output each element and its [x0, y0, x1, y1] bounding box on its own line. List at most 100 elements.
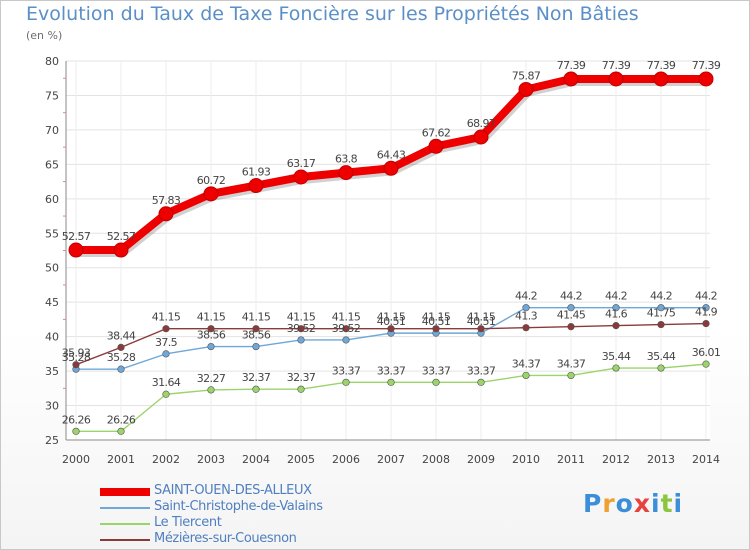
- data-label: 39.52: [332, 322, 361, 335]
- x-tick-label: 2003: [197, 453, 225, 466]
- data-label: 32.37: [287, 371, 316, 384]
- data-point: [207, 386, 215, 394]
- data-point: [252, 385, 260, 393]
- data-point: [608, 71, 624, 87]
- data-point: [567, 323, 575, 331]
- data-label: 52.57: [107, 230, 136, 243]
- y-tick-label: 80: [45, 55, 59, 68]
- data-point: [117, 365, 125, 373]
- y-tick-label: 60: [45, 193, 59, 206]
- data-label: 44.2: [515, 290, 537, 303]
- data-label: 38.56: [197, 329, 226, 342]
- x-tick-label: 2011: [557, 453, 585, 466]
- data-label: 35.44: [647, 350, 676, 363]
- data-point: [702, 319, 710, 328]
- logo-letter: t: [660, 489, 674, 518]
- data-point: [522, 304, 530, 312]
- plot-area: [66, 61, 710, 440]
- x-tick-label: 2010: [512, 453, 540, 466]
- data-label: 64.43: [377, 148, 406, 161]
- y-tick-label: 55: [45, 227, 59, 240]
- data-label: 60.72: [197, 174, 226, 187]
- data-label: 41.9: [695, 306, 718, 319]
- data-label: 41.75: [647, 307, 676, 320]
- y-tick-label: 45: [45, 296, 59, 309]
- data-label: 33.37: [332, 364, 361, 377]
- data-point: [567, 371, 575, 380]
- data-label: 77.39: [602, 59, 631, 72]
- y-tick-label: 50: [45, 262, 59, 275]
- data-point: [248, 178, 264, 194]
- data-label: 67.62: [422, 126, 451, 139]
- data-label: 68.97: [467, 117, 496, 130]
- data-label: 77.39: [647, 59, 676, 72]
- data-point: [72, 427, 80, 435]
- data-point: [473, 129, 489, 145]
- data-point: [293, 169, 309, 185]
- data-point: [612, 304, 620, 312]
- x-tick-label: 2002: [152, 453, 180, 466]
- legend-label: SAINT-OUEN-DES-ALLEUX: [154, 483, 312, 498]
- data-point: [252, 342, 260, 351]
- x-tick-label: 2008: [422, 453, 450, 466]
- data-point: [563, 71, 579, 87]
- data-point: [702, 304, 710, 312]
- x-tick-label: 2012: [602, 453, 630, 466]
- data-label: 32.37: [242, 371, 271, 384]
- data-label: 39.52: [287, 322, 316, 335]
- data-label: 34.37: [557, 357, 586, 370]
- data-label: 77.39: [557, 59, 586, 72]
- data-point: [162, 390, 170, 398]
- data-label: 36.01: [692, 346, 721, 359]
- y-tick-label: 30: [45, 400, 59, 413]
- legend-label: Mézières-sur-Couesnon: [154, 531, 297, 546]
- data-label: 38.56: [242, 329, 271, 342]
- chart-title: Evolution du Taux de Taxe Foncière sur l…: [26, 3, 639, 25]
- data-label: 44.2: [695, 290, 717, 303]
- data-point: [158, 206, 174, 222]
- data-point: [297, 336, 305, 344]
- data-label: 57.83: [152, 194, 181, 207]
- data-point: [522, 371, 530, 380]
- data-point: [162, 350, 170, 358]
- data-label: 41.15: [152, 311, 181, 324]
- logo-letter: P: [583, 489, 603, 518]
- data-label: 32.27: [197, 372, 226, 385]
- data-label: 33.37: [422, 364, 451, 377]
- data-point: [518, 81, 534, 97]
- data-point: [342, 378, 350, 386]
- x-tick-label: 2004: [242, 453, 270, 466]
- data-point: [117, 343, 125, 351]
- data-point: [207, 325, 215, 333]
- data-point: [612, 364, 620, 372]
- y-tick-label: 35: [45, 365, 59, 378]
- data-point: [162, 325, 170, 333]
- y-tick-label: 70: [45, 124, 59, 137]
- data-point: [338, 165, 354, 181]
- legend-label: Le Tiercent: [154, 515, 222, 530]
- x-tick-label: 2005: [287, 453, 315, 466]
- data-label: 40.51: [467, 315, 496, 328]
- data-label: 77.39: [692, 59, 721, 72]
- data-point: [653, 71, 669, 87]
- logo-letter: i: [651, 489, 661, 518]
- data-point: [657, 304, 665, 312]
- data-point: [297, 385, 305, 393]
- data-point: [252, 325, 260, 333]
- y-tick-label: 65: [45, 158, 59, 171]
- data-point: [702, 360, 710, 368]
- data-label: 41.3: [515, 310, 538, 323]
- x-tick-label: 2013: [647, 453, 675, 466]
- data-point: [117, 427, 125, 435]
- data-label: 35.44: [602, 350, 631, 363]
- data-label: 35.28: [107, 351, 136, 364]
- y-tick-label: 75: [45, 89, 59, 102]
- data-label: 44.2: [605, 290, 627, 303]
- data-point: [657, 364, 665, 372]
- data-label: 41.15: [467, 311, 496, 324]
- x-tick-label: 2001: [107, 453, 135, 466]
- data-point: [387, 378, 395, 386]
- data-label: 40.51: [422, 315, 451, 328]
- data-label: 33.37: [467, 364, 496, 377]
- data-label: 41.15: [197, 311, 226, 324]
